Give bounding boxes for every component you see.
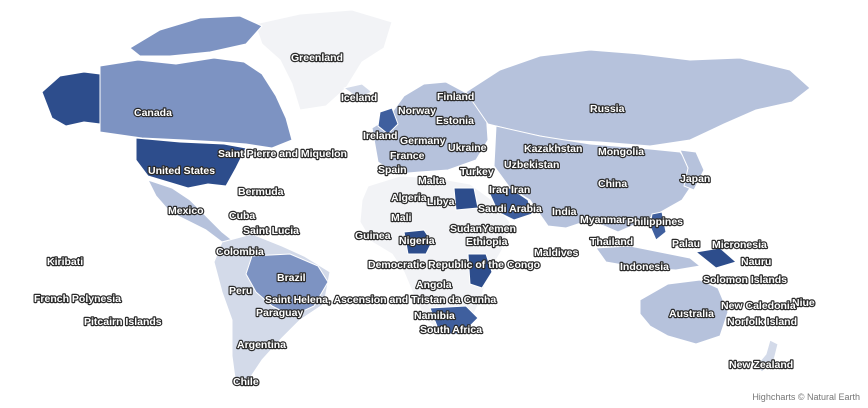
landmasses	[41, 9, 811, 387]
label-palau: Palau	[672, 238, 700, 250]
label-paraguay: Paraguay	[256, 307, 303, 319]
label-nigeria: Nigeria	[399, 235, 435, 247]
region-japan[interactable]	[679, 149, 705, 191]
region-arctic-islands[interactable]	[129, 15, 263, 57]
label-germany: Germany	[400, 135, 446, 147]
label-libya: Libya	[427, 196, 455, 208]
label-united-states: United States	[148, 165, 215, 177]
label-colombia: Colombia	[216, 246, 264, 258]
region-nigeria[interactable]	[403, 229, 433, 255]
label-iraq: Iraq	[489, 184, 508, 196]
region-iceland[interactable]	[343, 83, 373, 99]
label-iran: Iran	[511, 184, 530, 196]
region-united-states[interactable]	[135, 137, 247, 189]
label-angola: Angola	[416, 279, 452, 291]
label-chile: Chile	[233, 376, 259, 388]
label-kiribati: Kiribati	[47, 256, 83, 268]
label-india: India	[552, 206, 577, 218]
region-europe[interactable]	[371, 81, 489, 175]
label-mexico: Mexico	[168, 205, 204, 217]
label-ukraine: Ukraine	[448, 142, 487, 154]
label-argentina: Argentina	[237, 339, 286, 351]
region-australia[interactable]	[639, 279, 729, 345]
label-spain: Spain	[378, 164, 407, 176]
label-solomon-islands: Solomon Islands	[703, 274, 787, 286]
label-france: France	[390, 150, 425, 162]
label-thailand: Thailand	[590, 236, 633, 248]
label-myanmar: Myanmar	[580, 214, 626, 226]
label-estonia: Estonia	[436, 115, 474, 127]
region-brazil[interactable]	[245, 253, 329, 317]
label-saudi-arabia: Saudi Arabia	[478, 203, 542, 215]
region-alaska[interactable]	[41, 71, 101, 127]
country-labels: Greenland Iceland Finland Norway Estonia…	[33, 51, 816, 389]
label-finland: Finland	[437, 91, 474, 103]
label-saint-helena: Saint Helena, Ascension and Tristan da C…	[265, 294, 496, 306]
label-algeria: Algeria	[391, 192, 427, 204]
label-saint-pierre-and-miquelon: Saint Pierre and Miquelon	[218, 148, 347, 160]
region-papua-new-guinea[interactable]	[695, 247, 737, 269]
label-australia: Australia	[669, 308, 714, 320]
region-canada[interactable]	[99, 57, 293, 149]
region-philippines[interactable]	[649, 211, 667, 241]
label-malta: Malta	[418, 175, 445, 187]
label-south-africa: South Africa	[420, 324, 482, 336]
label-new-zealand: New Zealand	[729, 359, 793, 371]
label-cuba: Cuba	[229, 210, 255, 222]
label-peru: Peru	[229, 285, 252, 297]
map-credits[interactable]: Highcharts © Natural Earth	[752, 392, 860, 402]
label-philippines: Philippines	[627, 216, 683, 228]
label-micronesia: Micronesia	[712, 239, 767, 251]
region-central-asia[interactable]	[493, 125, 699, 233]
label-guinea: Guinea	[355, 230, 391, 242]
label-china: China	[598, 178, 627, 190]
label-japan: Japan	[680, 173, 710, 185]
label-iceland: Iceland	[341, 92, 377, 104]
label-new-caledonia: New Caledonia	[721, 300, 796, 312]
label-greenland: Greenland	[291, 52, 343, 64]
label-nauru: Nauru	[741, 256, 771, 268]
label-niue: Niue	[792, 297, 815, 309]
label-norfolk-island: Norfolk Island	[727, 316, 797, 328]
label-kazakhstan: Kazakhstan	[524, 143, 582, 155]
label-french-polynesia: French Polynesia	[34, 293, 121, 305]
region-uk[interactable]	[377, 107, 399, 135]
label-pitcairn-islands: Pitcairn Islands	[84, 316, 162, 328]
label-saint-lucia: Saint Lucia	[243, 225, 299, 237]
region-saudi-arabia[interactable]	[487, 187, 533, 221]
label-mongolia: Mongolia	[598, 146, 644, 158]
label-indonesia: Indonesia	[620, 261, 669, 273]
label-norway: Norway	[398, 105, 436, 117]
label-russia: Russia	[590, 103, 625, 115]
label-yemen: Yemen	[482, 223, 516, 235]
label-ethiopia: Ethiopia	[466, 236, 508, 248]
region-egypt[interactable]	[453, 187, 479, 211]
label-mali: Mali	[391, 212, 412, 224]
label-bermuda: Bermuda	[238, 186, 284, 198]
label-drc: Democratic Republic of the Congo	[368, 259, 540, 271]
label-uzbekistan: Uzbekistan	[504, 159, 559, 171]
label-turkey: Turkey	[460, 166, 494, 178]
label-canada: Canada	[134, 107, 172, 119]
region-new-zealand[interactable]	[755, 339, 779, 373]
label-namibia: Namibia	[414, 310, 455, 322]
region-south-africa[interactable]	[429, 305, 479, 335]
region-east-africa[interactable]	[467, 253, 493, 289]
region-indonesia[interactable]	[595, 245, 701, 271]
label-ireland: Ireland	[363, 130, 397, 142]
label-brazil: Brazil	[277, 272, 306, 284]
label-maldives: Maldives	[534, 247, 579, 259]
label-sudan: Sudan	[450, 223, 482, 235]
